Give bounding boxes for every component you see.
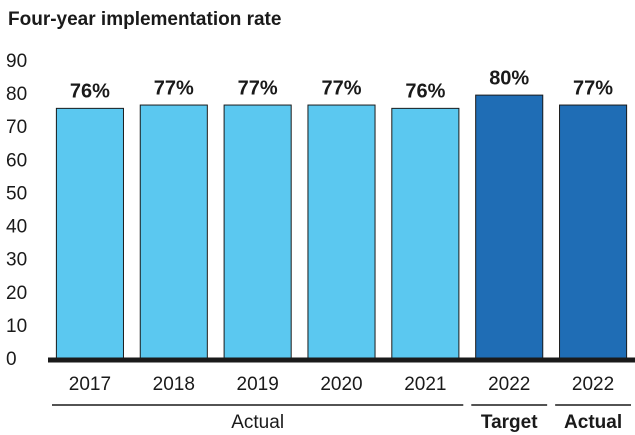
value-label: 77% bbox=[573, 77, 613, 99]
x-tick-label: 2019 bbox=[237, 374, 279, 395]
value-label: 77% bbox=[154, 77, 194, 99]
group-label: Actual bbox=[231, 412, 284, 433]
value-label: 76% bbox=[405, 81, 445, 103]
y-tick-label: 0 bbox=[6, 349, 17, 370]
y-tick-label: 40 bbox=[6, 217, 27, 238]
y-tick-label: 20 bbox=[6, 283, 27, 304]
bar bbox=[475, 94, 544, 361]
bar bbox=[223, 104, 292, 361]
bar bbox=[559, 104, 628, 361]
x-tick-label: 2022 bbox=[488, 374, 530, 395]
y-tick-label: 70 bbox=[6, 117, 27, 138]
value-label: 77% bbox=[321, 77, 361, 99]
value-label: 76% bbox=[70, 81, 110, 103]
y-tick-label: 50 bbox=[6, 183, 27, 204]
x-tick-label: 2018 bbox=[153, 374, 195, 395]
y-tick-label: 90 bbox=[6, 51, 27, 72]
y-tick-label: 10 bbox=[6, 316, 27, 337]
y-tick-label: 60 bbox=[6, 150, 27, 171]
x-tick-label: 2017 bbox=[69, 374, 111, 395]
x-tick-label: 2020 bbox=[320, 374, 362, 395]
bar bbox=[55, 107, 124, 361]
bar bbox=[139, 104, 208, 361]
chart-title: Four-year implementation rate bbox=[8, 9, 281, 30]
y-tick-label: 30 bbox=[6, 250, 27, 271]
bar bbox=[307, 104, 376, 361]
value-label: 80% bbox=[489, 67, 529, 89]
x-tick-label: 2022 bbox=[572, 374, 614, 395]
bar bbox=[391, 107, 460, 361]
y-tick-label: 80 bbox=[6, 84, 27, 105]
x-tick-label: 2021 bbox=[404, 374, 446, 395]
value-label: 77% bbox=[238, 77, 278, 99]
group-label: Actual bbox=[564, 412, 622, 433]
group-label: Target bbox=[481, 412, 538, 433]
